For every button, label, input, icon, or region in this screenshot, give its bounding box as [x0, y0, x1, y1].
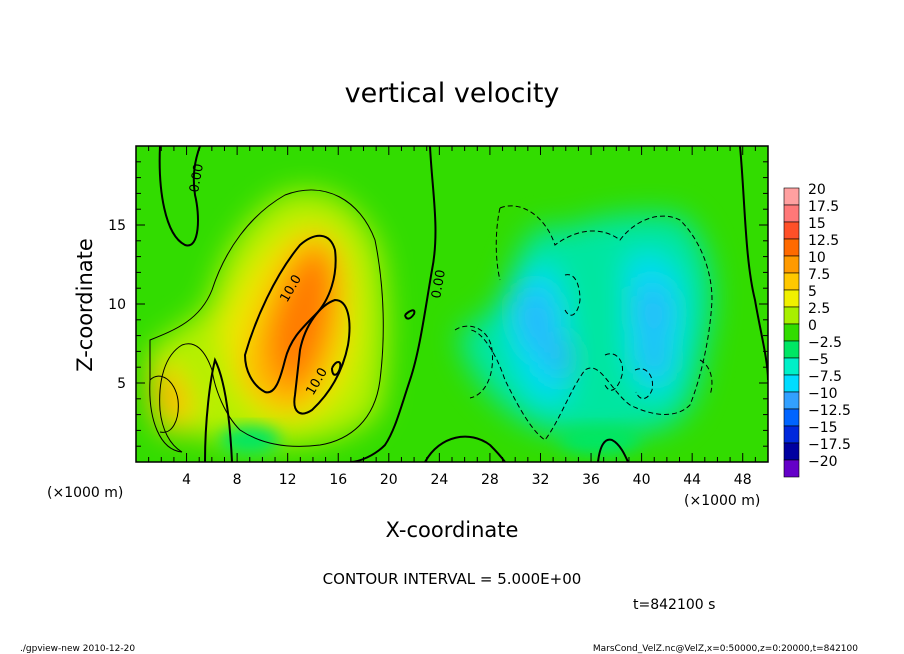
colorbar-swatch	[783, 442, 800, 461]
chart-title: vertical velocity	[345, 78, 560, 109]
colorbar-swatch	[783, 238, 800, 257]
colorbar-label: 17.5	[808, 199, 839, 215]
x-tick-label: 24	[430, 472, 448, 488]
colorbar-swatch	[783, 357, 800, 376]
colorbar-swatch	[783, 289, 800, 308]
x-tick-label: 32	[532, 472, 550, 488]
y-axis-label: Z-coordinate	[73, 238, 97, 372]
colorbar-swatch	[783, 306, 800, 325]
x-tick-label: 44	[683, 472, 701, 488]
colorbar-label: 2.5	[808, 301, 830, 317]
colorbar-label: 15	[808, 216, 826, 232]
y-tick-labels: 5 10 15	[108, 218, 126, 392]
contour-interval-text: CONTOUR INTERVAL = 5.000E+00	[323, 570, 582, 588]
colorbar-swatch	[783, 255, 800, 274]
x-tick-label: 4	[182, 472, 191, 488]
colorbar-label: −5	[808, 352, 829, 368]
colorbar-label: 0	[808, 318, 817, 334]
footer-left: ./gpview-new 2010-12-20	[20, 644, 135, 654]
x-tick-label: 48	[734, 472, 752, 488]
plot-area: 0.00 0.00 10.0 10.0	[136, 146, 768, 462]
contour-label-0-left: 0.00	[187, 163, 207, 194]
colorbar-swatch	[783, 221, 800, 240]
colorbar-label: −10	[808, 386, 838, 402]
colorbar-label: 5	[808, 284, 817, 300]
x-unit-label-left: (×1000 m)	[47, 485, 123, 501]
colorbar-label: 7.5	[808, 267, 830, 283]
time-stamp: t=842100 s	[633, 597, 715, 613]
axis-ticks	[136, 146, 768, 462]
x-tick-label: 28	[481, 472, 499, 488]
x-tick-label: 12	[279, 472, 297, 488]
x-axis-label: X-coordinate	[386, 518, 519, 542]
colorbar-swatch	[783, 408, 800, 427]
colorbar-label: 20	[808, 182, 826, 198]
x-tick-label: 36	[582, 472, 600, 488]
colorbar-swatch	[783, 272, 800, 291]
colorbar-swatch	[783, 391, 800, 410]
x-tick-label: 8	[233, 472, 242, 488]
colorbar-label: −2.5	[808, 335, 842, 351]
y-tick-label: 5	[117, 376, 126, 392]
colorbar-label: −7.5	[808, 369, 842, 385]
colorbar-swatch	[783, 187, 800, 206]
colorbar-label: −20	[808, 454, 838, 470]
colorbar-swatch	[783, 459, 800, 478]
y-tick-label: 10	[108, 297, 126, 313]
colorbar-label: 12.5	[808, 233, 839, 249]
colorbar-swatch	[783, 425, 800, 444]
contour-label-0-right: 0.00	[429, 269, 449, 300]
x-unit-label-right: (×1000 m)	[684, 493, 760, 509]
x-tick-label: 16	[329, 472, 347, 488]
x-tick-label: 20	[380, 472, 398, 488]
colorbar-swatch	[783, 374, 800, 393]
colorbar: 2017.51512.5107.552.50−2.5−5−7.5−10−12.5…	[783, 182, 851, 478]
colorbar-label: 10	[808, 250, 826, 266]
colorbar-label: −17.5	[808, 437, 851, 453]
colorbar-swatch	[783, 204, 800, 223]
y-tick-label: 15	[108, 218, 126, 234]
footer-right: MarsCond_VelZ.nc@VelZ,x=0:50000,z=0:2000…	[593, 644, 858, 654]
colorbar-label: −12.5	[808, 403, 851, 419]
colorbar-swatch	[783, 340, 800, 359]
colorbar-label: −15	[808, 420, 838, 436]
colorbar-swatch	[783, 323, 800, 342]
x-tick-label: 40	[633, 472, 651, 488]
x-tick-labels: 4 8 12 16 20 24 28 32 36 40 44 48	[182, 472, 752, 488]
